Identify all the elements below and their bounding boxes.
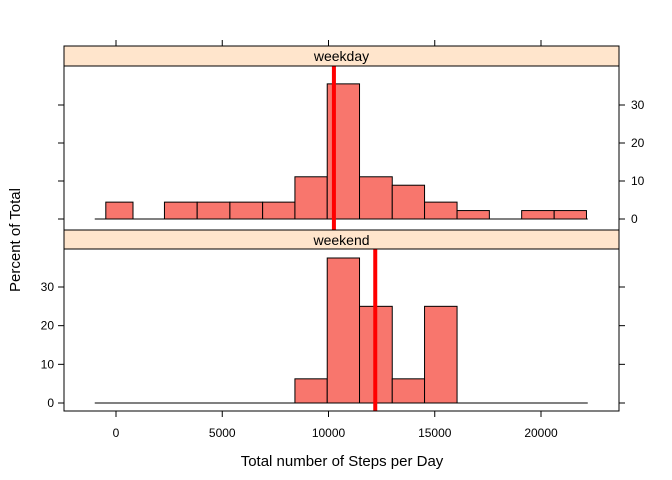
x-tick-label-2: 10000 (312, 426, 346, 440)
panel-weekday: weekday 0 10 20 30 (58, 45, 645, 231)
bar-weekday-11 (456, 210, 490, 220)
bar-weekday-2 (163, 201, 198, 220)
bar-weekday-6 (294, 176, 328, 220)
bar-weekend-3 (391, 378, 426, 404)
y-tick-label-weekday-0: 0 (631, 212, 638, 226)
bar-weekday-9 (391, 184, 426, 220)
x-tick-label-1: 5000 (209, 426, 236, 440)
bar-weekday-4 (229, 201, 264, 220)
y-tick-label-weekday-1: 10 (631, 174, 645, 188)
x-tick-label-4: 20000 (524, 426, 558, 440)
panel-border-weekend (63, 248, 620, 412)
bar-weekday-14 (553, 210, 587, 220)
y-tick-label-weekday-2: 20 (631, 136, 645, 150)
bar-weekday-10 (424, 201, 458, 220)
strip-label-weekday: weekday (313, 48, 369, 64)
y-tick-label-weekend-1: 10 (41, 357, 55, 371)
panel-weekend: weekend 0 10 20 30 (41, 229, 625, 412)
y-tick-label-weekend-2: 20 (41, 319, 55, 333)
x-tick-label-0: 0 (113, 426, 120, 440)
panels-layer: weekday 0 10 20 30 weekend 0 10 20 30 0 5000 10000 15… (41, 40, 645, 440)
bar-weekday-13 (521, 210, 555, 220)
strip-label-weekend: weekend (312, 232, 369, 248)
bar-weekday-3 (196, 201, 231, 220)
bar-weekday-8 (359, 176, 393, 220)
bar-weekend-4 (424, 305, 458, 404)
x-axis: 0 5000 10000 15000 20000 (113, 40, 558, 440)
bar-weekday-0 (105, 201, 134, 220)
y-tick-label-weekday-3: 30 (631, 98, 645, 112)
x-tick-label-3: 15000 (418, 426, 452, 440)
y-tick-label-weekend-0: 0 (47, 396, 54, 410)
x-axis-title: Total number of Steps per Day (241, 453, 444, 470)
bar-weekday-5 (262, 201, 296, 220)
y-tick-label-weekend-3: 30 (41, 280, 55, 294)
bar-weekend-0 (294, 378, 328, 404)
bar-weekend-1 (326, 257, 361, 404)
y-axis-title: Percent of Total (7, 188, 24, 292)
